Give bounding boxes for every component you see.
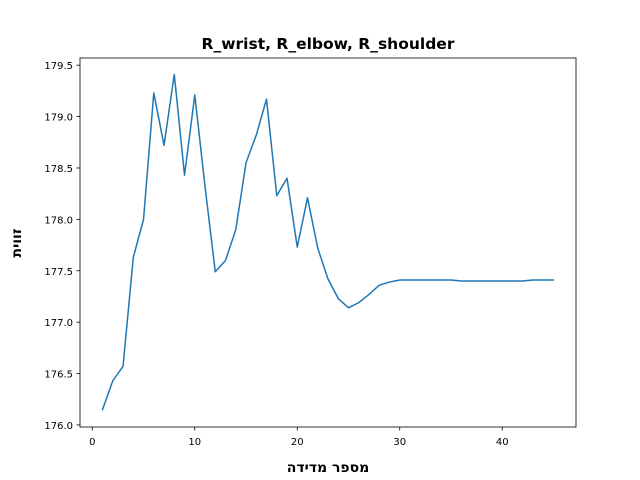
y-tick-label: 179.5 [44, 61, 73, 72]
y-axis-label: זווית [9, 229, 25, 258]
x-tick-label: 40 [496, 437, 509, 448]
y-tick-label: 177.5 [44, 267, 73, 278]
y-tick-label: 178.0 [44, 215, 73, 226]
axes-frame [79, 57, 577, 428]
chart-title: R_wrist, R_elbow, R_shoulder [202, 35, 455, 53]
series-line-0 [101, 73, 555, 411]
x-tick-label: 20 [291, 437, 304, 448]
plot-area: 0 10 20 30 40 176.0 176.5 177.0 177.5 178.0 178.5 1… [44, 57, 577, 448]
y-tick-label: 178.5 [44, 164, 73, 175]
y-tick-label: 176.5 [44, 370, 73, 381]
x-axis-label: מספר מדידה [287, 460, 370, 476]
x-tick-label: 10 [188, 437, 201, 448]
y-tick-label: 177.0 [44, 318, 73, 329]
x-tick-label: 0 [89, 437, 95, 448]
y-tick-label: 179.0 [44, 113, 73, 124]
y-tick-label: 176.0 [44, 421, 73, 432]
x-tick-label: 30 [393, 437, 406, 448]
